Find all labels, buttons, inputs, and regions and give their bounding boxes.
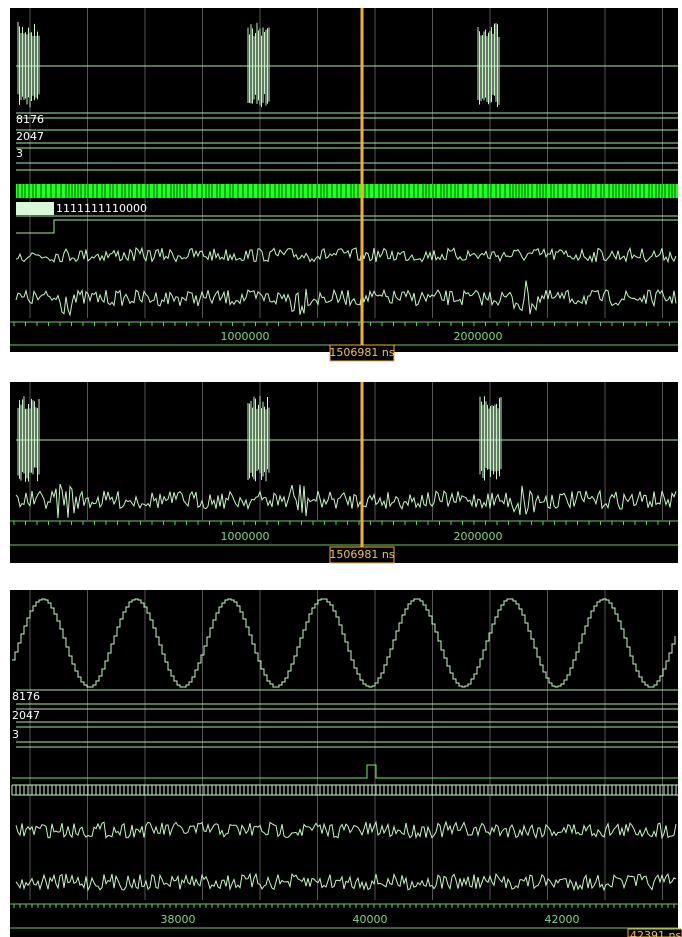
pulse-signal	[12, 764, 678, 779]
panel-3-background	[10, 590, 678, 937]
value-label: 8176	[16, 113, 44, 126]
cursor-label: 42391 ns	[630, 929, 681, 937]
burst	[247, 396, 270, 482]
time-label: 2000000	[454, 530, 503, 543]
time-label: 40000	[353, 913, 388, 926]
time-label: 42000	[545, 913, 580, 926]
noise-wave	[15, 872, 677, 892]
clock-edges	[17, 184, 676, 198]
cursor-label: 1506981 ns	[329, 346, 394, 359]
sine-wave	[12, 598, 676, 688]
burst	[17, 22, 40, 108]
value-label: 2047	[16, 130, 44, 143]
value-label: 3	[16, 147, 23, 160]
noise-wave	[15, 246, 677, 264]
cursor-box	[329, 546, 395, 564]
noise-wave	[15, 483, 677, 519]
control-signal	[16, 219, 678, 234]
bus-segment	[16, 202, 54, 215]
time-label: 2000000	[454, 330, 503, 343]
burst	[247, 22, 270, 108]
bus-value: 1111111110000	[56, 202, 147, 215]
burst	[479, 396, 502, 481]
time-label: 1000000	[221, 530, 270, 543]
time-label: 1000000	[221, 330, 270, 343]
clock-signal	[11, 784, 678, 796]
value-label: 2047	[12, 709, 40, 722]
cursor-box	[627, 928, 682, 937]
cursor-label: 1506981 ns	[329, 548, 394, 561]
value-label: 8176	[12, 690, 40, 703]
value-label: 3	[12, 728, 19, 741]
panel-2-background	[10, 382, 678, 563]
burst	[17, 396, 40, 482]
cursor-box	[329, 344, 395, 362]
panel-1-background	[10, 8, 678, 352]
noise-wave	[15, 280, 677, 317]
time-label: 38000	[161, 913, 196, 926]
noise-wave	[15, 820, 677, 840]
burst	[477, 23, 500, 107]
clock-band	[16, 184, 678, 198]
